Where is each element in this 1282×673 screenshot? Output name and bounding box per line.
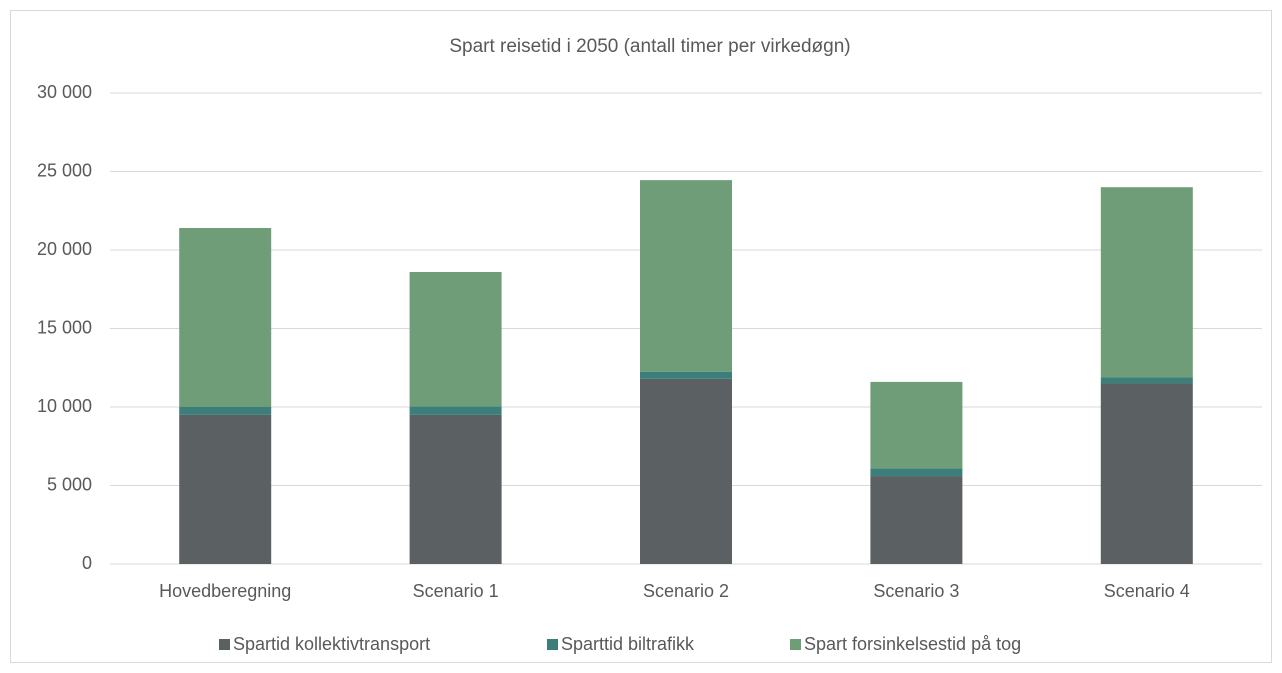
bar-segment	[640, 371, 732, 379]
legend-swatch	[790, 639, 801, 650]
x-tick-label: Hovedberegning	[159, 581, 291, 601]
y-tick-label: 20 000	[37, 239, 92, 259]
bar-segment	[179, 228, 272, 407]
bar-segment	[870, 381, 963, 469]
y-tick-label: 30 000	[37, 82, 92, 102]
legend-label: Sparttid biltrafikk	[561, 634, 695, 654]
y-tick-label: 0	[82, 553, 92, 573]
y-tick-label: 25 000	[37, 160, 92, 180]
bar-segment	[1100, 377, 1193, 384]
bar-segment	[409, 414, 502, 564]
bar-segment	[870, 468, 963, 477]
bar-segment	[1100, 187, 1193, 378]
bar-segment	[179, 414, 272, 564]
bar-segment	[640, 378, 732, 564]
x-tick-label: Scenario 1	[413, 581, 499, 601]
y-tick-label: 15 000	[37, 317, 92, 337]
x-tick-label: Scenario 4	[1104, 581, 1190, 601]
x-tick-label: Scenario 2	[643, 581, 729, 601]
bar-segment	[409, 406, 502, 415]
legend-swatch	[219, 639, 230, 650]
legend-label: Spart forsinkelsestid på tog	[804, 634, 1021, 654]
bar-segment	[870, 476, 963, 564]
bar-segment	[640, 180, 732, 372]
bar-segment	[409, 271, 502, 407]
legend-swatch	[547, 639, 558, 650]
bar-segment	[179, 407, 272, 415]
x-tick-label: Scenario 3	[873, 581, 959, 601]
legend-label: Spartid kollektivtransport	[233, 634, 430, 654]
chart-title: Spart reisetid i 2050 (antall timer per …	[449, 36, 850, 57]
bar-segment	[1100, 383, 1193, 564]
y-tick-label: 5 000	[47, 474, 92, 494]
y-tick-label: 10 000	[37, 396, 92, 416]
